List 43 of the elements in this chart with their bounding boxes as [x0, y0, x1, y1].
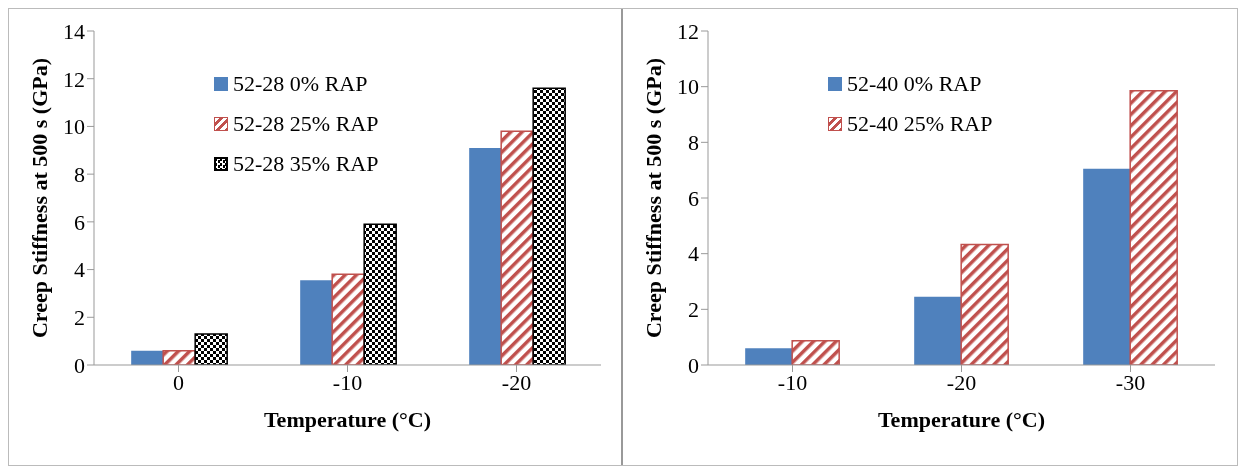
- bar: [532, 87, 566, 365]
- x-tick-label: -20: [501, 369, 532, 395]
- bar: [914, 296, 962, 365]
- x-tick-label: -10: [332, 369, 363, 395]
- y-tick-label: 0: [688, 352, 699, 378]
- y-tick-label: 4: [688, 241, 699, 267]
- y-tick-label: 0: [74, 352, 85, 378]
- y-tick-label: 2: [688, 297, 699, 323]
- bar: [469, 147, 502, 365]
- y-tick-label: 2: [74, 305, 85, 331]
- y-tick-label: 10: [63, 114, 85, 140]
- x-axis-title: Temperature (°C): [263, 407, 432, 432]
- x-tick-label: -30: [1115, 369, 1146, 395]
- bar: [1083, 168, 1131, 365]
- bar: [331, 273, 365, 365]
- y-axis-title: Creep Stiffness at 500 s (GPa): [26, 57, 52, 339]
- bar: [745, 348, 793, 365]
- y-tick-label: 10: [677, 74, 699, 100]
- legend-label: 52-28 0% RAP: [233, 71, 368, 97]
- bar: [194, 333, 228, 365]
- legend-label: 52-40 0% RAP: [847, 71, 982, 97]
- legend-label: 52-28 25% RAP: [233, 111, 379, 137]
- x-tick-label: -20: [946, 369, 977, 395]
- y-tick-label: 6: [74, 209, 85, 235]
- y-tick-label: 8: [74, 161, 85, 187]
- legend-label: 52-28 35% RAP: [233, 151, 379, 177]
- y-tick-label: 4: [74, 257, 85, 283]
- x-tick-label: -10: [777, 369, 808, 395]
- bar: [960, 243, 1009, 365]
- x-axis-title: Temperature (°C): [877, 407, 1046, 432]
- y-tick-label: 12: [677, 18, 699, 44]
- y-axis-title: Creep Stiffness at 500 s (GPa): [640, 57, 666, 339]
- y-tick-label: 14: [63, 18, 85, 44]
- bar: [1129, 90, 1178, 365]
- bar: [300, 280, 333, 365]
- y-tick-label: 6: [688, 185, 699, 211]
- legend-label: 52-40 25% RAP: [847, 111, 993, 137]
- bar: [500, 130, 534, 365]
- y-tick-label: 12: [63, 66, 85, 92]
- bar: [363, 223, 397, 365]
- x-tick-label: 0: [173, 369, 184, 395]
- bar: [791, 340, 840, 365]
- y-tick-label: 8: [688, 130, 699, 156]
